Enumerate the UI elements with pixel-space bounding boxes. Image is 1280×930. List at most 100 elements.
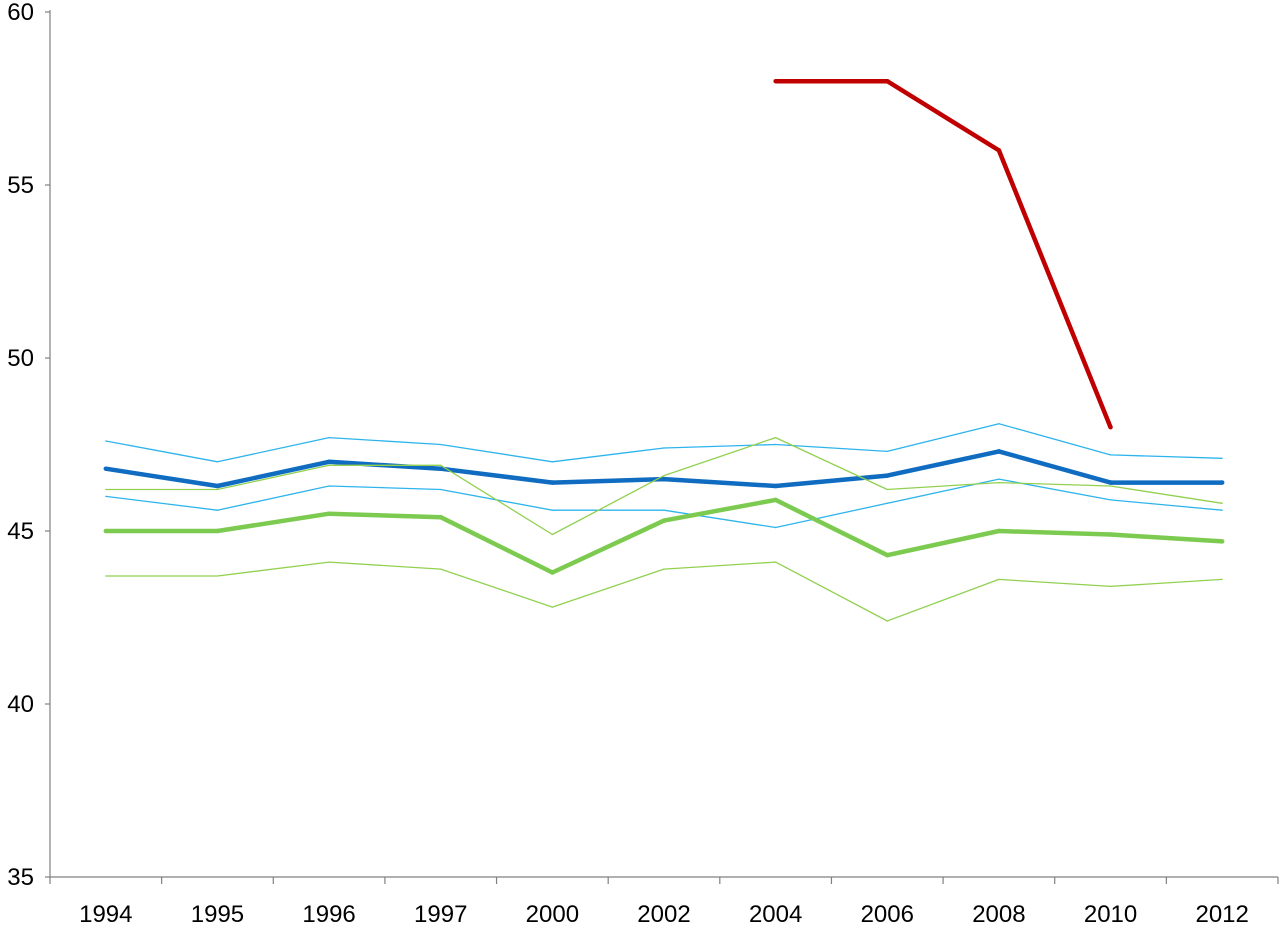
- data-point: [1221, 578, 1223, 581]
- series-5: [103, 497, 1225, 575]
- data-point: [1221, 509, 1223, 511]
- data-point: [1108, 424, 1113, 430]
- series-line: [105, 561, 1223, 622]
- x-tick-label: 2012: [1195, 901, 1248, 925]
- data-point: [328, 436, 330, 439]
- data-point: [550, 570, 555, 575]
- x-tick-label: 2004: [749, 901, 802, 925]
- x-tick-label: 2002: [637, 901, 690, 925]
- data-point: [1109, 454, 1112, 456]
- data-point: [1221, 502, 1223, 504]
- data-point: [998, 481, 1000, 484]
- y-tick-label: 45: [7, 518, 34, 545]
- data-point: [105, 575, 107, 577]
- data-point: [1221, 457, 1223, 459]
- series-6: [773, 78, 1113, 430]
- series-3: [105, 436, 1223, 536]
- data-point: [773, 497, 778, 503]
- data-point: [1108, 480, 1113, 485]
- data-point: [105, 495, 107, 498]
- data-point: [663, 474, 665, 477]
- x-tick-label: 1994: [79, 901, 132, 925]
- data-point: [216, 509, 219, 511]
- data-point: [774, 443, 777, 446]
- y-tick-label: 60: [7, 0, 34, 26]
- series-line: [105, 423, 1223, 463]
- data-point: [661, 476, 667, 482]
- data-point: [440, 464, 442, 466]
- y-tick-label: 40: [7, 691, 34, 718]
- series-2: [103, 449, 1225, 489]
- data-point: [1108, 532, 1113, 537]
- data-point: [774, 436, 777, 439]
- x-tick-label: 2008: [972, 901, 1025, 925]
- data-point: [998, 423, 1000, 425]
- data-point: [551, 606, 554, 608]
- data-point: [663, 447, 665, 449]
- data-point: [328, 561, 330, 563]
- data-point: [998, 478, 1000, 480]
- data-point: [886, 450, 888, 453]
- data-point: [440, 568, 442, 570]
- data-point: [773, 78, 778, 84]
- data-point: [996, 449, 1002, 454]
- data-point: [440, 443, 442, 446]
- data-point: [774, 526, 777, 529]
- x-tick-label: 2010: [1084, 901, 1137, 925]
- data-point: [328, 464, 330, 466]
- data-point: [438, 466, 443, 471]
- data-point: [1219, 539, 1225, 544]
- data-point: [551, 509, 554, 511]
- y-tick-label: 35: [7, 864, 34, 891]
- data-point: [216, 488, 219, 491]
- data-point: [103, 528, 109, 534]
- data-point: [885, 78, 890, 84]
- data-point: [326, 511, 332, 516]
- y-tick-label: 50: [7, 345, 34, 372]
- data-point: [551, 461, 554, 463]
- x-tick-label: 2000: [526, 901, 579, 925]
- series-1: [105, 478, 1223, 529]
- data-point: [774, 561, 777, 563]
- data-point: [1109, 485, 1112, 487]
- x-tick-label: 2006: [861, 901, 914, 925]
- data-point: [216, 575, 219, 577]
- x-tick-label: 1995: [191, 901, 244, 925]
- data-point: [440, 488, 442, 491]
- data-point: [105, 488, 107, 491]
- data-point: [885, 473, 890, 478]
- data-point: [996, 148, 1002, 153]
- data-point: [663, 568, 665, 570]
- series-layer: [103, 78, 1225, 622]
- data-point: [1109, 499, 1112, 501]
- data-point: [996, 528, 1002, 534]
- data-point: [998, 578, 1000, 581]
- x-tick-label: 1996: [302, 901, 355, 925]
- series-line: [775, 78, 1113, 429]
- x-tick-label: 1997: [414, 901, 467, 925]
- data-point: [215, 483, 220, 489]
- data-point: [105, 440, 107, 442]
- data-point: [773, 483, 778, 489]
- data-point: [886, 620, 888, 622]
- data-point: [103, 466, 109, 471]
- data-point: [663, 509, 665, 511]
- data-point: [886, 502, 888, 504]
- data-point: [551, 533, 554, 536]
- series-0: [105, 423, 1223, 463]
- data-point: [885, 552, 890, 558]
- data-point: [661, 518, 667, 523]
- data-point: [550, 480, 555, 485]
- data-point: [216, 461, 219, 463]
- data-point: [438, 514, 443, 520]
- axes: 35 40 45 50 55 60 1994 1995 1996 1997 2000 2002 2004…: [7, 0, 1279, 928]
- data-point: [326, 459, 332, 465]
- data-point: [1109, 585, 1112, 588]
- series-4: [105, 561, 1223, 622]
- data-point: [328, 485, 330, 487]
- y-tick-label: 55: [7, 172, 34, 199]
- data-point: [886, 488, 888, 491]
- data-point: [1219, 480, 1225, 485]
